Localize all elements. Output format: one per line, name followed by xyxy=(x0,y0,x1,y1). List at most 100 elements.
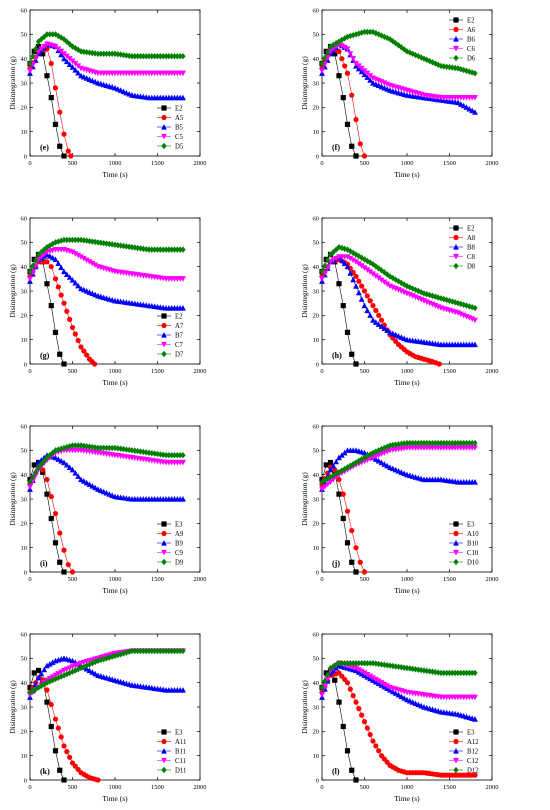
data-point xyxy=(33,45,39,53)
x-tick-label: 500 xyxy=(68,160,78,167)
data-point xyxy=(44,491,50,497)
data-point xyxy=(455,439,461,447)
data-point xyxy=(180,305,186,311)
data-point xyxy=(333,470,339,478)
data-point xyxy=(98,50,104,57)
legend-marker xyxy=(161,766,167,774)
data-point xyxy=(358,68,365,75)
data-point xyxy=(84,48,90,56)
data-point xyxy=(69,466,76,473)
data-point xyxy=(361,569,368,575)
legend: E3 A12 B12 C12 D12 xyxy=(449,729,479,774)
data-point xyxy=(174,452,180,459)
data-point xyxy=(57,143,63,149)
data-point xyxy=(63,58,70,65)
data-point xyxy=(339,244,345,252)
data-point xyxy=(103,50,110,57)
data-point xyxy=(174,246,180,253)
y-tick-label: 10 xyxy=(313,545,320,552)
data-point xyxy=(174,53,180,60)
data-point xyxy=(357,141,363,147)
legend-label: C9 xyxy=(175,550,184,557)
data-point xyxy=(384,683,391,689)
data-point xyxy=(364,671,371,678)
data-point xyxy=(333,255,340,262)
data-point xyxy=(101,655,107,663)
data-point xyxy=(353,153,359,159)
legend-marker xyxy=(161,341,167,348)
data-point xyxy=(166,647,172,655)
x-tick-label: 500 xyxy=(360,160,370,167)
x-tick-label: 1500 xyxy=(443,784,456,791)
y-tick-label: 50 xyxy=(313,656,320,663)
data-point xyxy=(359,456,365,463)
data-point xyxy=(350,56,357,62)
data-point xyxy=(336,73,342,79)
data-point xyxy=(180,246,186,253)
data-point xyxy=(412,439,419,447)
data-point xyxy=(336,454,342,461)
data-point xyxy=(418,439,424,447)
data-point xyxy=(381,33,387,40)
data-point xyxy=(339,56,345,62)
legend-marker xyxy=(161,549,167,556)
panel-label: (i) xyxy=(40,559,48,568)
x-axis-label: Time (s) xyxy=(102,378,128,387)
data-point xyxy=(347,686,353,692)
data-point xyxy=(103,655,110,662)
data-point xyxy=(367,312,374,318)
data-point xyxy=(325,475,331,482)
data-point xyxy=(58,734,64,740)
data-point xyxy=(353,60,359,67)
y-tick-label: 60 xyxy=(313,7,320,14)
data-point xyxy=(89,260,96,267)
data-point xyxy=(33,469,39,476)
data-point xyxy=(446,669,453,677)
y-tick-label: 20 xyxy=(313,521,320,528)
y-axis-label: Disintegration (g) xyxy=(300,56,309,110)
data-point xyxy=(461,66,467,74)
data-point xyxy=(333,246,339,253)
y-tick-label: 40 xyxy=(313,472,320,479)
data-point xyxy=(441,439,447,447)
legend-marker xyxy=(453,549,459,556)
y-tick-label: 30 xyxy=(313,704,320,711)
data-point xyxy=(92,484,99,491)
data-point xyxy=(381,279,388,286)
x-tick-label: 1500 xyxy=(443,368,456,375)
data-point xyxy=(30,262,36,270)
data-point xyxy=(469,439,475,447)
data-point xyxy=(27,268,33,275)
data-point xyxy=(469,107,476,114)
legend: E3 A11 B11 C11 D11 xyxy=(157,729,186,774)
legend-label: D11 xyxy=(175,767,186,774)
data-point xyxy=(61,743,67,749)
data-point xyxy=(61,672,67,679)
data-point xyxy=(336,476,342,483)
data-point xyxy=(160,647,166,655)
data-point xyxy=(463,439,470,447)
data-point xyxy=(95,50,101,57)
y-tick-label: 0 xyxy=(24,361,27,368)
data-point xyxy=(86,237,93,245)
data-point xyxy=(61,361,67,367)
data-point xyxy=(370,738,376,744)
legend-marker xyxy=(161,521,167,527)
data-point xyxy=(180,94,186,101)
x-tick-label: 0 xyxy=(28,576,31,583)
data-point xyxy=(57,767,63,773)
legend-marker xyxy=(161,738,167,745)
data-point xyxy=(373,660,379,667)
data-point xyxy=(381,461,388,467)
data-point xyxy=(27,478,33,486)
data-point xyxy=(427,57,433,65)
legend-label: A6 xyxy=(467,27,476,34)
legend-label: B10 xyxy=(467,540,479,547)
data-point xyxy=(64,236,70,244)
data-point xyxy=(372,273,379,279)
legend-marker xyxy=(161,540,167,546)
data-point xyxy=(163,53,169,60)
series-B6 xyxy=(319,41,478,115)
data-point xyxy=(401,695,408,701)
